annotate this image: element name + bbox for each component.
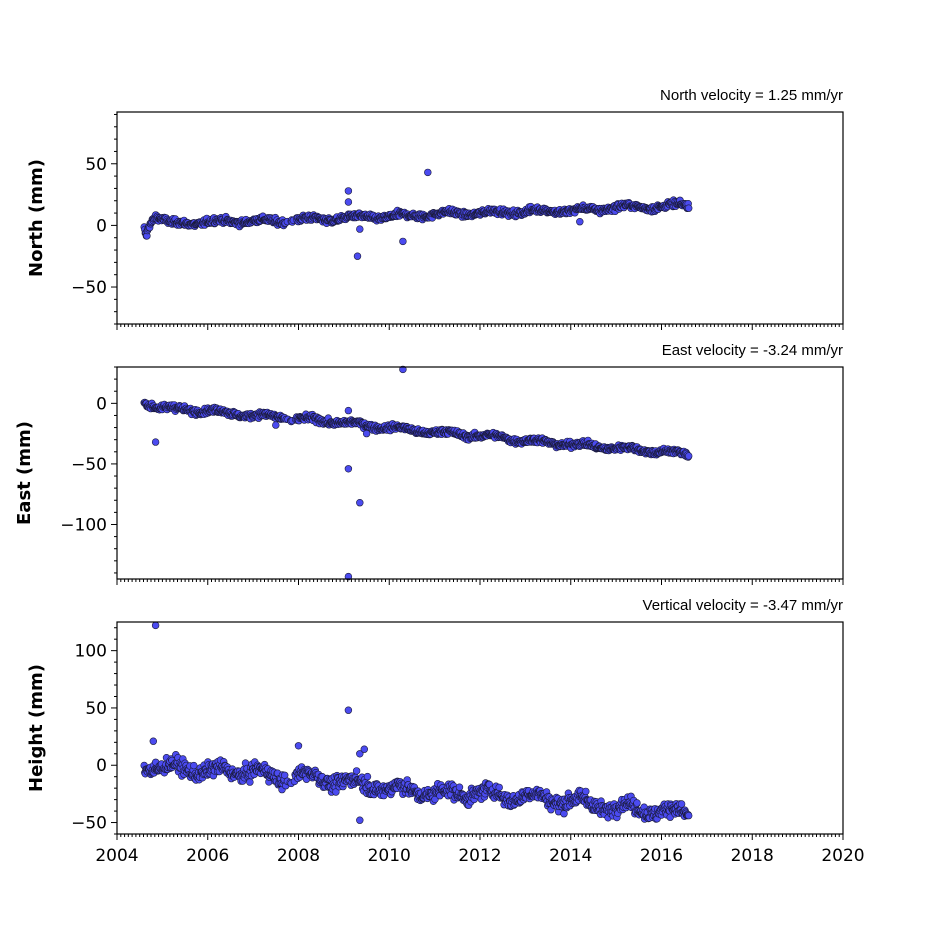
- east-outlier-point: [356, 499, 364, 507]
- height-data-point: [684, 811, 693, 820]
- height-y-tick-label: 0: [96, 756, 107, 776]
- east-outlier-point: [344, 465, 353, 473]
- height-x-tick-label: 2018: [731, 846, 774, 866]
- east-y-tick-label: −100: [60, 515, 107, 535]
- height-y-tick-label: 100: [75, 642, 107, 662]
- height-data-point: [582, 787, 590, 796]
- east-data-point: [684, 452, 693, 460]
- height-x-tick-label: 2006: [186, 846, 229, 866]
- height-data-point: [246, 778, 254, 786]
- height-x-tick-label: 2016: [640, 846, 683, 866]
- east-y-tick-label: 0: [96, 394, 107, 414]
- height-x-tick-label: 2014: [549, 846, 592, 866]
- height-data-point: [495, 783, 503, 792]
- height-outlier-point: [294, 742, 303, 750]
- north-data-point: [684, 204, 693, 212]
- height-data-point: [363, 772, 372, 781]
- north-points: [140, 168, 693, 260]
- height-x-tick-label: 2008: [277, 846, 320, 866]
- north-outlier-point: [353, 252, 362, 260]
- height-outlier-point: [344, 706, 353, 714]
- height-x-tick-label: 2010: [368, 846, 411, 866]
- north-axes-frame: [116, 111, 844, 325]
- north-outlier-point: [576, 218, 584, 226]
- north-outlier-point: [399, 237, 407, 246]
- height-data-point: [677, 800, 686, 808]
- east-outlier-point: [344, 406, 353, 415]
- east-outlier-point: [362, 429, 371, 438]
- height-y-tick-label: −50: [71, 814, 107, 834]
- height-outlier-point: [151, 621, 160, 630]
- height-x-tick-label: 2020: [821, 846, 864, 866]
- height-outlier-point: [149, 737, 158, 745]
- north-outlier-point: [356, 225, 364, 233]
- north-outlier-point: [344, 187, 353, 195]
- height-data-point: [633, 799, 641, 807]
- north-y-tick-label: 0: [96, 216, 107, 236]
- height-data-point: [455, 783, 464, 791]
- north-y-tick-label: 50: [85, 155, 107, 175]
- north-y-axis-label: North (mm): [26, 159, 47, 277]
- height-x-tick-label: 2012: [458, 846, 501, 866]
- height-outlier-point: [356, 816, 364, 824]
- north-subplot: North velocity = 1.25 mm/yr North (mm) −…: [26, 87, 844, 330]
- north-outlier-point: [344, 198, 353, 206]
- east-subplot: East velocity = -3.24 mm/yr East (mm) −1…: [14, 342, 844, 585]
- east-points: [140, 365, 693, 581]
- height-data-point: [352, 767, 361, 775]
- north-outlier-point: [424, 168, 432, 177]
- east-velocity-label: East velocity = -3.24 mm/yr: [662, 342, 843, 359]
- east-y-axis-label: East (mm): [14, 421, 35, 525]
- height-data-point: [190, 761, 198, 770]
- east-y-tick-label: −50: [71, 455, 107, 475]
- height-x-tick-label: 2004: [95, 846, 138, 866]
- north-velocity-label: North velocity = 1.25 mm/yr: [660, 87, 843, 104]
- height-y-axis-label: Height (mm): [26, 664, 47, 792]
- vertical-velocity-label: Vertical velocity = -3.47 mm/yr: [643, 597, 843, 614]
- height-y-tick-label: 50: [85, 699, 107, 719]
- height-outlier-point: [360, 745, 368, 753]
- east-outlier-point: [151, 438, 160, 446]
- north-y-tick-label: −50: [71, 278, 107, 298]
- east-outlier-point: [272, 421, 280, 429]
